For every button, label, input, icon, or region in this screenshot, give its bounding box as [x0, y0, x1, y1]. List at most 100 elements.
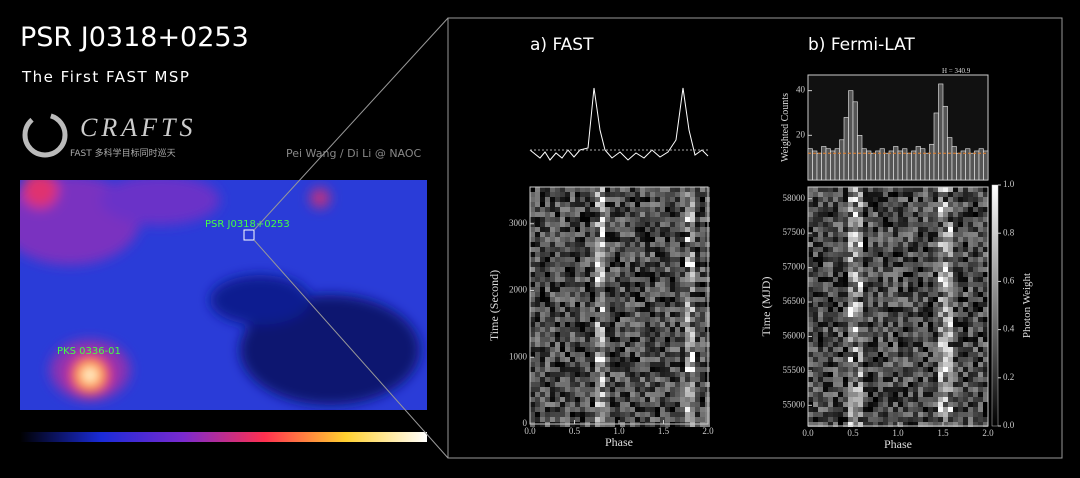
phaseogram-cell [605, 227, 610, 232]
phaseogram-cell [675, 412, 680, 417]
phaseogram-cell [675, 282, 680, 287]
phaseogram-cell [883, 232, 888, 237]
phaseogram-cell [808, 392, 813, 397]
phaseogram-cell [893, 337, 898, 342]
phaseogram-cell [550, 312, 555, 317]
phaseogram-cell [660, 417, 665, 422]
phaseogram-cell [560, 337, 565, 342]
phaseogram-cell [983, 362, 988, 367]
phaseogram-cell [640, 417, 645, 422]
phaseogram-cell [983, 327, 988, 332]
phaseogram-cell [878, 242, 883, 247]
phaseogram-cell [580, 292, 585, 297]
phaseogram-cell [888, 257, 893, 262]
phaseogram-cell [883, 272, 888, 277]
phaseogram-cell [853, 262, 858, 267]
phaseogram-cell [600, 202, 605, 207]
phaseogram-cell [660, 397, 665, 402]
phaseogram-cell [585, 267, 590, 272]
phaseogram-cell [580, 402, 585, 407]
phaseogram-cell [650, 332, 655, 337]
phaseogram-cell [978, 397, 983, 402]
phaseogram-cell [813, 277, 818, 282]
phaseogram-cell [873, 337, 878, 342]
phaseogram-cell [833, 192, 838, 197]
phaseogram-cell [580, 232, 585, 237]
phaseogram-cell [650, 247, 655, 252]
phaseogram-cell [878, 232, 883, 237]
phaseogram-cell [690, 222, 695, 227]
phaseogram-cell [530, 332, 535, 337]
phaseogram-cell [600, 192, 605, 197]
phaseogram-cell [540, 397, 545, 402]
phaseogram-cell [535, 337, 540, 342]
phaseogram-cell [908, 372, 913, 377]
phaseogram-cell [550, 322, 555, 327]
phaseogram-cell [690, 417, 695, 422]
phaseogram-cell [868, 372, 873, 377]
phaseogram-cell [690, 242, 695, 247]
phaseogram-cell [575, 202, 580, 207]
phaseogram-cell [655, 237, 660, 242]
phaseogram-cell [838, 332, 843, 337]
phaseogram-cell [685, 302, 690, 307]
phaseogram-cell [888, 262, 893, 267]
phaseogram-cell [918, 262, 923, 267]
phaseogram-cell [670, 317, 675, 322]
phaseogram-cell [958, 222, 963, 227]
phaseogram-cell [600, 292, 605, 297]
phaseogram-cell [843, 217, 848, 222]
phaseogram-cell [903, 382, 908, 387]
phaseogram-cell [848, 377, 853, 382]
phaseogram-cell [640, 407, 645, 412]
phaseogram-cell [605, 362, 610, 367]
phaseogram-cell [943, 332, 948, 337]
phaseogram-cell [585, 242, 590, 247]
phaseogram-cell [968, 247, 973, 252]
phaseogram-cell [863, 232, 868, 237]
profile-bar [924, 152, 930, 181]
phaseogram-cell [585, 277, 590, 282]
phaseogram-cell [843, 407, 848, 412]
phaseogram-cell [878, 352, 883, 357]
phaseogram-cell [530, 277, 535, 282]
phaseogram-cell [550, 202, 555, 207]
phaseogram-cell [848, 257, 853, 262]
phaseogram-cell [868, 327, 873, 332]
phaseogram-cell [565, 332, 570, 337]
phaseogram-cell [843, 272, 848, 277]
phaseogram-cell [600, 352, 605, 357]
phaseogram-cell [675, 347, 680, 352]
phaseogram-cell [848, 212, 853, 217]
phaseogram-cell [808, 237, 813, 242]
phaseogram-cell [695, 207, 700, 212]
phaseogram-cell [565, 252, 570, 257]
phaseogram-cell [958, 342, 963, 347]
phaseogram-cell [540, 272, 545, 277]
phaseogram-cell [853, 412, 858, 417]
phaseogram-cell [953, 337, 958, 342]
phaseogram-cell [933, 312, 938, 317]
phaseogram-cell [958, 362, 963, 367]
phaseogram-cell [858, 367, 863, 372]
phaseogram-cell [580, 387, 585, 392]
phaseogram-cell [863, 262, 868, 267]
phaseogram-cell [883, 347, 888, 352]
phaseogram-cell [690, 232, 695, 237]
phaseogram-cell [685, 412, 690, 417]
phaseogram-cell [690, 212, 695, 217]
phaseogram-cell [545, 217, 550, 222]
phaseogram-cell [983, 267, 988, 272]
x-tick-label: 0.5 [847, 428, 859, 438]
phaseogram-cell [828, 327, 833, 332]
phaseogram-cell [863, 382, 868, 387]
phaseogram-cell [700, 337, 705, 342]
phaseogram-cell [868, 312, 873, 317]
phaseogram-cell [595, 332, 600, 337]
phaseogram-cell [555, 292, 560, 297]
phaseogram-cell [873, 412, 878, 417]
phaseogram-cell [973, 332, 978, 337]
phaseogram-cell [530, 297, 535, 302]
phaseogram-cell [848, 217, 853, 222]
phaseogram-cell [968, 417, 973, 422]
